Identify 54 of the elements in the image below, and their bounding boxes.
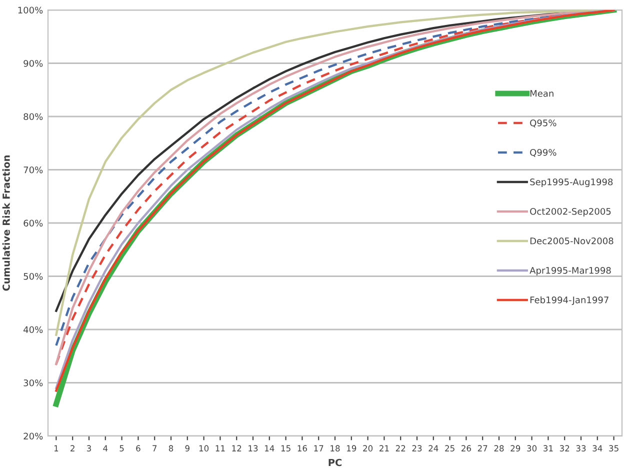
y-tick-label: 100% [18, 6, 43, 14]
x-tick-label: 9 [185, 445, 190, 452]
x-tick-label: 33 [576, 445, 586, 452]
y-tick-label: 80% [24, 113, 43, 120]
legend-label: Q95% [530, 119, 556, 128]
x-tick-label: 35 [609, 445, 618, 452]
x-tick-label: 15 [281, 445, 290, 452]
y-tick-label: 20% [24, 432, 43, 440]
legend-label: Oct2002-Sep2005 [530, 208, 611, 217]
legend-label: Sep1995-Aug1998 [530, 178, 613, 188]
x-tick-label: 26 [462, 445, 471, 452]
x-tick-label: 29 [510, 445, 520, 452]
legend-label: Mean [530, 90, 554, 97]
x-tick-label: 22 [396, 445, 406, 452]
legend-label: Q99% [530, 148, 556, 157]
x-tick-label: 27 [478, 445, 488, 452]
x-tick-label: 12 [232, 445, 242, 452]
x-tick-label: 14 [265, 445, 274, 452]
x-tick-label: 1 [54, 445, 58, 452]
y-axis-title: Cumulative Risk Fraction [2, 156, 10, 291]
y-tick-label: 50% [24, 272, 43, 280]
x-tick-label: 8 [168, 445, 174, 452]
x-tick-label: 21 [380, 445, 389, 452]
x-tick-label: 34 [592, 445, 602, 452]
x-tick-label: 10 [199, 445, 209, 452]
x-tick-label: 25 [445, 445, 454, 452]
x-tick-label: 20 [363, 445, 373, 452]
legend-label: Dec2005-Nov2008 [530, 237, 614, 244]
x-tick-label: 6 [136, 445, 140, 452]
x-tick-label: 2 [70, 445, 74, 452]
y-tick-label: 40% [24, 326, 43, 334]
x-tick-label: 18 [330, 445, 340, 452]
x-tick-label: 4 [103, 445, 108, 452]
x-tick-label: 7 [152, 445, 157, 452]
x-tick-label: 13 [248, 445, 258, 452]
x-tick-label: 32 [560, 445, 570, 452]
x-tick-label: 24 [428, 445, 438, 452]
x-tick-label: 16 [298, 445, 307, 452]
x-tick-label: 30 [527, 445, 537, 452]
y-tick-label: 90% [24, 60, 43, 67]
x-axis-title: PC [328, 458, 342, 466]
x-tick-label: 31 [544, 445, 553, 452]
x-tick-label: 11 [216, 445, 225, 452]
x-tick-label: 3 [86, 445, 91, 452]
legend-label: Apr1995-Mar1998 [530, 266, 611, 276]
y-tick-label: 60% [24, 220, 43, 227]
y-tick-label: 30% [24, 379, 43, 386]
legend-label: Feb1994-Jan1997 [530, 296, 608, 305]
x-tick-label: 28 [494, 445, 504, 452]
x-tick-label: 23 [412, 445, 422, 452]
x-tick-label: 5 [120, 445, 124, 452]
y-tick-label: 70% [24, 166, 43, 174]
x-tick-label: 17 [314, 445, 324, 452]
x-tick-label: 19 [347, 445, 356, 452]
